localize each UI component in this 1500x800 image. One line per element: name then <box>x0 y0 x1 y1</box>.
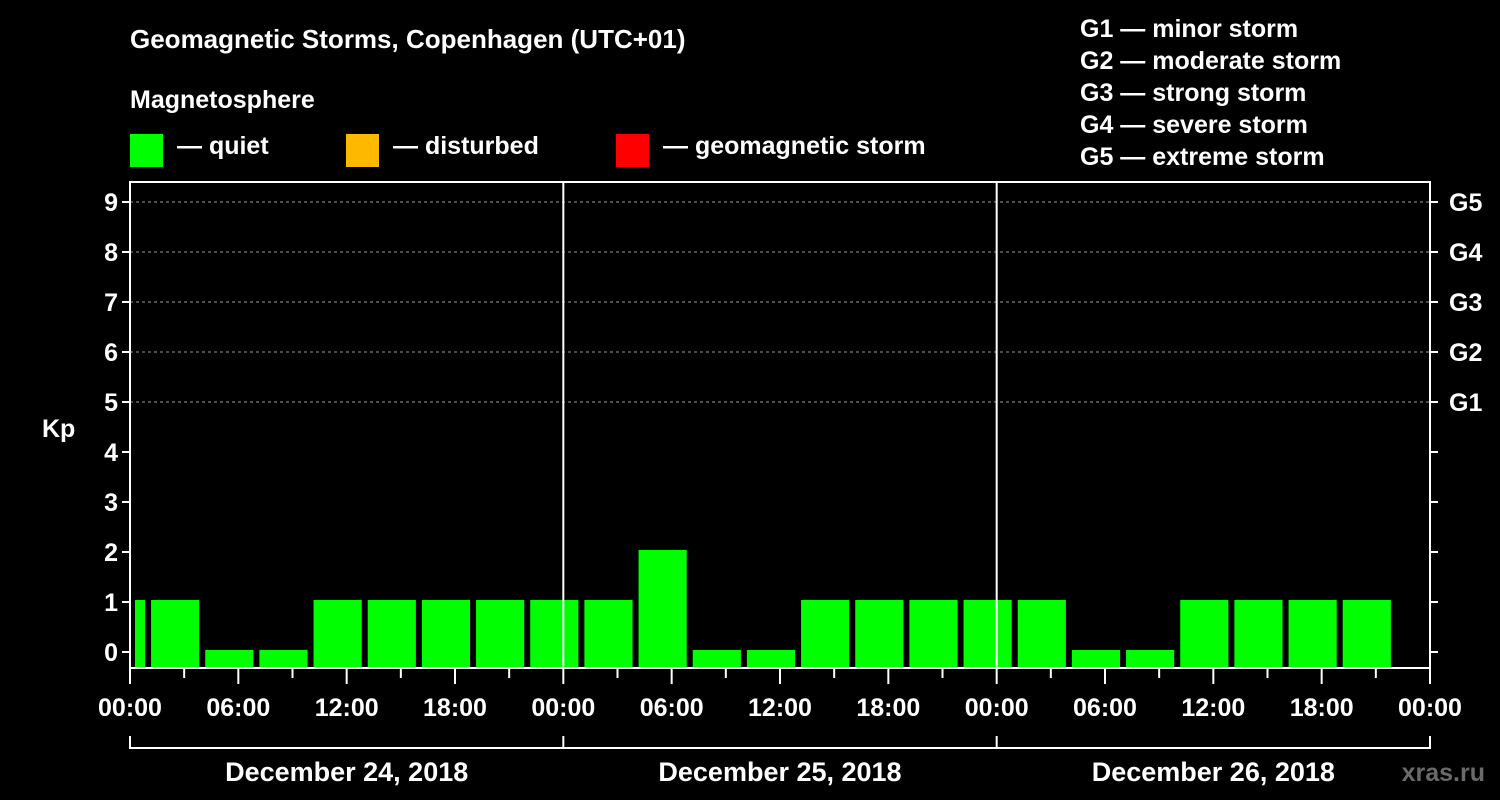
x-tick-label: 18:00 <box>423 694 487 722</box>
kp-bar <box>963 600 1012 668</box>
y-tick-label: 4 <box>104 439 118 467</box>
y-tick-label: 1 <box>104 589 118 617</box>
y-tick-label: 3 <box>104 489 118 517</box>
g-scale-label: G4 <box>1449 239 1482 267</box>
legend-swatch-disturbed <box>346 134 379 167</box>
kp-bar <box>476 600 525 668</box>
legend-swatch-storm <box>616 134 649 167</box>
legend-label-disturbed: — disturbed <box>393 132 539 160</box>
y-tick-label: 6 <box>104 339 118 367</box>
kp-bar <box>421 600 471 668</box>
day-label: December 24, 2018 <box>225 757 468 787</box>
kp-bar <box>746 650 796 668</box>
plot-frame <box>129 181 1431 669</box>
watermark: xras.ru <box>1402 759 1485 787</box>
kp-bar <box>801 600 850 668</box>
kp-bar <box>205 650 254 668</box>
legend-label-storm: — geomagnetic storm <box>663 132 926 160</box>
x-tick-label: 06:00 <box>640 694 704 722</box>
y-tick-label: 0 <box>104 639 118 667</box>
storm-scale-g1: G1 — minor storm <box>1080 15 1299 43</box>
x-tick-label: 12:00 <box>1181 694 1245 722</box>
x-tick-label: 00:00 <box>1398 694 1462 722</box>
kp-bar <box>584 600 633 668</box>
day-label: December 26, 2018 <box>1092 757 1335 787</box>
kp-bar <box>1180 600 1229 668</box>
y-axis-label: Kp <box>42 415 75 443</box>
x-tick-label: 18:00 <box>1290 694 1354 722</box>
kp-bar <box>1017 600 1066 668</box>
y-tick-label: 5 <box>104 389 118 417</box>
legend-label-quiet: — quiet <box>177 132 269 160</box>
y-tick-label: 8 <box>104 239 118 267</box>
kp-bar <box>1234 600 1283 668</box>
storm-scale-g2: G2 — moderate storm <box>1080 47 1342 75</box>
y-tick-label: 7 <box>104 289 118 317</box>
legend-swatch-quiet <box>130 134 163 167</box>
kp-bar <box>259 650 308 668</box>
x-tick-label: 12:00 <box>315 694 379 722</box>
storm-scale-g3: G3 — strong storm <box>1080 79 1307 107</box>
kp-bar <box>1342 600 1391 668</box>
g-scale-label: G1 <box>1449 389 1482 417</box>
g-scale-label: G5 <box>1449 189 1482 217</box>
kp-bar <box>855 600 904 668</box>
kp-bar <box>135 600 146 668</box>
kp-bar <box>692 650 741 668</box>
x-tick-label: 00:00 <box>965 694 1029 722</box>
chart-title: Geomagnetic Storms, Copenhagen (UTC+01) <box>130 24 686 54</box>
legend-heading: Magnetosphere <box>130 86 315 114</box>
storm-scale-g5: G5 — extreme storm <box>1080 143 1325 171</box>
g-scale-label: G3 <box>1449 289 1482 317</box>
x-tick-label: 06:00 <box>206 694 270 722</box>
kp-bar <box>1071 650 1121 668</box>
kp-bar <box>1288 600 1337 668</box>
x-tick-label: 00:00 <box>531 694 595 722</box>
kp-bar <box>151 600 200 668</box>
x-tick-label: 00:00 <box>98 694 162 722</box>
kp-bar <box>367 600 416 668</box>
storm-scale-g4: G4 — severe storm <box>1080 111 1308 139</box>
x-tick-label: 18:00 <box>856 694 920 722</box>
x-tick-label: 06:00 <box>1073 694 1137 722</box>
kp-bar <box>1126 650 1175 668</box>
y-tick-label: 9 <box>104 189 118 217</box>
kp-bar <box>909 600 958 668</box>
g-scale-label: G2 <box>1449 339 1482 367</box>
kp-bar <box>638 550 687 668</box>
x-tick-label: 12:00 <box>748 694 812 722</box>
kp-bar <box>313 600 362 668</box>
kp-bar <box>530 600 579 668</box>
y-tick-label: 2 <box>104 539 118 567</box>
day-label: December 25, 2018 <box>658 757 901 787</box>
